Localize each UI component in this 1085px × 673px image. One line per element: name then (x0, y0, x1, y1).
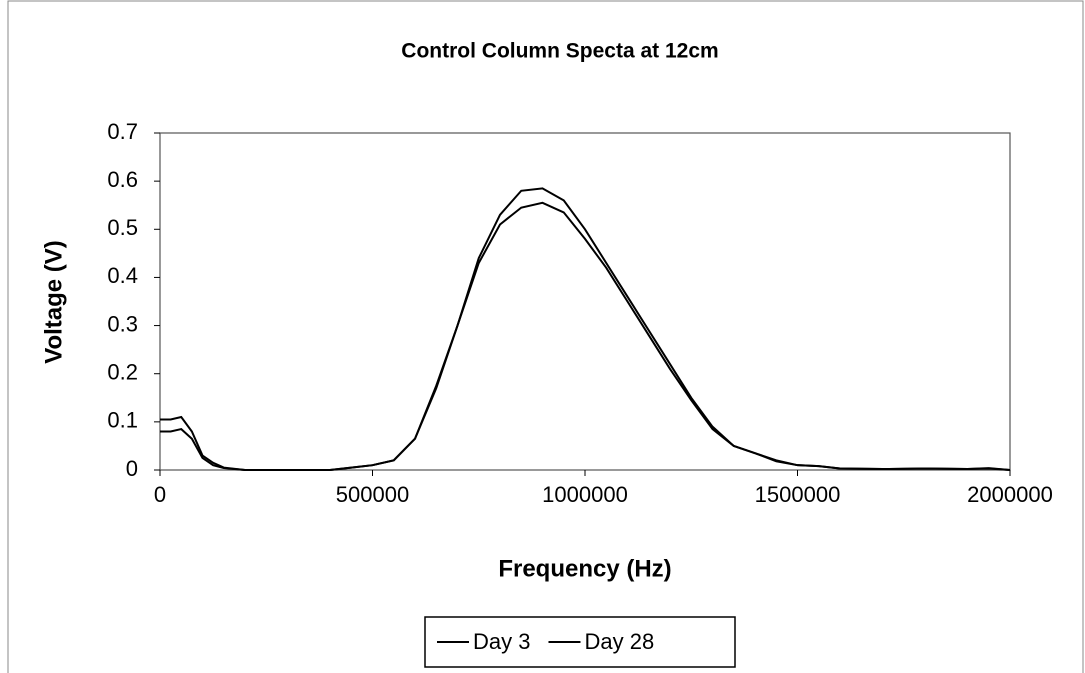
y-tick-label: 0.7 (107, 119, 138, 144)
y-tick-label: 0.2 (107, 360, 138, 385)
y-axis-label: Voltage (V) (40, 240, 67, 364)
y-tick-label: 0.3 (107, 311, 138, 336)
x-axis-label: Frequency (Hz) (498, 555, 671, 582)
x-tick-label: 2000000 (967, 482, 1053, 507)
chart-frame (7, 0, 1084, 673)
x-tick-label: 0 (154, 482, 166, 507)
legend-label: Day 3 (473, 629, 530, 654)
y-tick-label: 0.5 (107, 215, 138, 240)
chart-title: Control Column Specta at 12cm (401, 40, 718, 63)
y-tick-label: 0 (126, 456, 138, 481)
x-tick-label: 1000000 (542, 482, 628, 507)
y-tick-label: 0.4 (107, 263, 138, 288)
legend-label: Day 28 (584, 629, 654, 654)
x-tick-label: 1500000 (755, 482, 841, 507)
line-series (160, 201, 1011, 471)
y-tick-label: 0.1 (107, 408, 138, 433)
y-tick-label: 0.6 (107, 167, 138, 192)
x-tick-label: 500000 (336, 482, 409, 507)
